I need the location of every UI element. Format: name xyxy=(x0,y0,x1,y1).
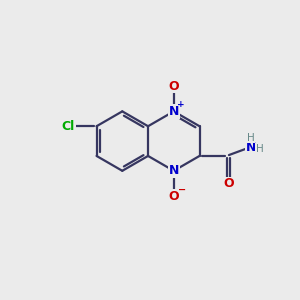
Text: Cl: Cl xyxy=(62,120,75,133)
Text: N: N xyxy=(169,105,179,118)
Text: O: O xyxy=(223,177,234,190)
Text: +: + xyxy=(177,100,185,109)
Text: −: − xyxy=(178,185,186,195)
Text: O: O xyxy=(169,190,179,202)
Text: O: O xyxy=(169,80,179,93)
Text: N: N xyxy=(169,164,179,177)
Text: N: N xyxy=(245,140,256,154)
Text: H: H xyxy=(247,133,254,142)
Text: H: H xyxy=(256,143,263,154)
